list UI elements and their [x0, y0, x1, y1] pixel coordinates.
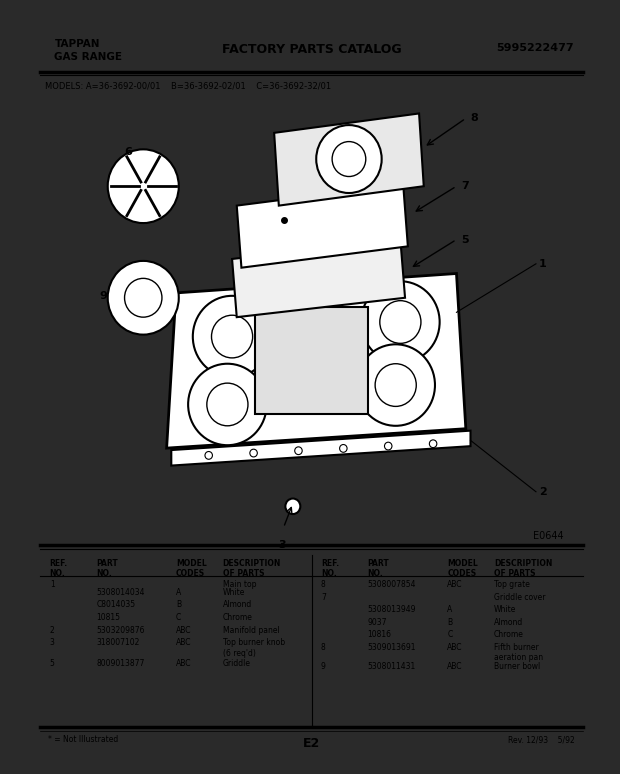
- Text: ABC: ABC: [176, 659, 192, 668]
- Text: A: A: [447, 605, 453, 615]
- Circle shape: [384, 442, 392, 450]
- Bar: [255, 307, 368, 414]
- Text: 318007102: 318007102: [97, 639, 140, 647]
- Text: REF.
NO.: REF. NO.: [50, 559, 68, 578]
- Circle shape: [294, 447, 302, 454]
- Text: 5: 5: [461, 235, 469, 245]
- Polygon shape: [237, 184, 408, 268]
- Text: 9: 9: [321, 663, 326, 672]
- Text: C: C: [447, 631, 453, 639]
- Text: 5308013949: 5308013949: [368, 605, 416, 615]
- Text: PART
NO.: PART NO.: [368, 559, 389, 578]
- Circle shape: [332, 142, 366, 176]
- Text: White: White: [494, 605, 516, 615]
- Text: GAS RANGE: GAS RANGE: [55, 53, 122, 63]
- Text: 2: 2: [50, 625, 55, 635]
- Text: 5995222477: 5995222477: [496, 43, 574, 53]
- Circle shape: [188, 364, 267, 445]
- Text: 3: 3: [278, 540, 285, 550]
- Text: 5308007854: 5308007854: [368, 580, 416, 589]
- Text: 2: 2: [539, 487, 546, 497]
- Text: FACTORY PARTS CATALOG: FACTORY PARTS CATALOG: [222, 43, 401, 56]
- Polygon shape: [167, 273, 466, 448]
- Text: 10816: 10816: [368, 631, 392, 639]
- Text: Chrome: Chrome: [494, 631, 524, 639]
- Text: ABC: ABC: [447, 643, 463, 652]
- Text: 8: 8: [321, 643, 326, 652]
- Text: 5308011431: 5308011431: [368, 663, 416, 672]
- Text: DESCRIPTION
OF PARTS: DESCRIPTION OF PARTS: [494, 559, 552, 578]
- Circle shape: [340, 444, 347, 452]
- Circle shape: [356, 344, 435, 426]
- Text: DESCRIPTION
OF PARTS: DESCRIPTION OF PARTS: [223, 559, 281, 578]
- Text: MODEL
CODES: MODEL CODES: [176, 559, 206, 578]
- Text: B: B: [447, 618, 452, 627]
- Text: ABC: ABC: [447, 663, 463, 672]
- Text: Almond: Almond: [494, 618, 523, 627]
- Circle shape: [250, 449, 257, 457]
- Polygon shape: [274, 114, 423, 206]
- Text: White: White: [223, 587, 245, 597]
- Text: Griddle: Griddle: [223, 659, 250, 668]
- Text: 5: 5: [50, 659, 55, 668]
- Text: 9037: 9037: [368, 618, 387, 627]
- Circle shape: [380, 300, 421, 344]
- Text: E0644: E0644: [533, 530, 564, 540]
- Text: * = Not Illustrated: * = Not Illustrated: [48, 735, 118, 745]
- Text: 9: 9: [99, 291, 107, 301]
- Circle shape: [108, 149, 179, 223]
- Text: Manifold panel: Manifold panel: [223, 625, 280, 635]
- Text: 6: 6: [125, 147, 133, 157]
- Circle shape: [125, 279, 162, 317]
- Polygon shape: [232, 240, 405, 317]
- Text: ABC: ABC: [447, 580, 463, 589]
- Text: Fifth burner
aeration pan: Fifth burner aeration pan: [494, 643, 543, 663]
- Text: 1: 1: [539, 259, 546, 269]
- Text: Almond: Almond: [223, 601, 252, 609]
- Text: MODEL
CODES: MODEL CODES: [447, 559, 478, 578]
- Polygon shape: [171, 430, 471, 466]
- Text: C: C: [176, 613, 181, 622]
- Text: 5309013691: 5309013691: [368, 643, 416, 652]
- Text: REF.
NO.: REF. NO.: [321, 559, 339, 578]
- Circle shape: [193, 296, 272, 377]
- Text: Rev. 12/93    5/92: Rev. 12/93 5/92: [508, 735, 575, 745]
- Text: Top grate: Top grate: [494, 580, 529, 589]
- Circle shape: [361, 281, 440, 363]
- Text: MODELS: A=36-3692-00/01    B=36-3692-02/01    C=36-3692-32/01: MODELS: A=36-3692-00/01 B=36-3692-02/01 …: [45, 81, 331, 91]
- Text: Chrome: Chrome: [223, 613, 252, 622]
- Text: 5308014034: 5308014034: [97, 587, 145, 597]
- Circle shape: [205, 451, 213, 459]
- Text: ABC: ABC: [176, 625, 192, 635]
- Text: 3: 3: [50, 639, 55, 647]
- Text: C8014035: C8014035: [97, 601, 136, 609]
- Text: 10815: 10815: [97, 613, 120, 622]
- Text: 8: 8: [471, 114, 478, 124]
- Text: TAPPAN: TAPPAN: [55, 39, 100, 49]
- Text: 8009013877: 8009013877: [97, 659, 145, 668]
- Circle shape: [211, 315, 252, 358]
- Text: ABC: ABC: [176, 639, 192, 647]
- Text: 8: 8: [321, 580, 326, 589]
- Text: Top burner knob
(6 req'd): Top burner knob (6 req'd): [223, 639, 285, 658]
- Text: E2: E2: [303, 737, 320, 750]
- Circle shape: [207, 383, 248, 426]
- Circle shape: [285, 498, 300, 514]
- Text: B: B: [176, 601, 181, 609]
- Circle shape: [108, 261, 179, 334]
- Text: 7: 7: [321, 593, 326, 601]
- Text: 1: 1: [50, 580, 55, 589]
- Text: Burner bowl: Burner bowl: [494, 663, 540, 672]
- Text: Main top: Main top: [223, 580, 256, 589]
- Text: 5303209876: 5303209876: [97, 625, 145, 635]
- Text: Griddle cover: Griddle cover: [494, 593, 546, 601]
- Circle shape: [430, 440, 437, 447]
- Circle shape: [375, 364, 416, 406]
- Text: A: A: [176, 587, 181, 597]
- Circle shape: [316, 125, 382, 193]
- Text: 7: 7: [461, 181, 469, 191]
- Text: PART
NO.: PART NO.: [97, 559, 118, 578]
